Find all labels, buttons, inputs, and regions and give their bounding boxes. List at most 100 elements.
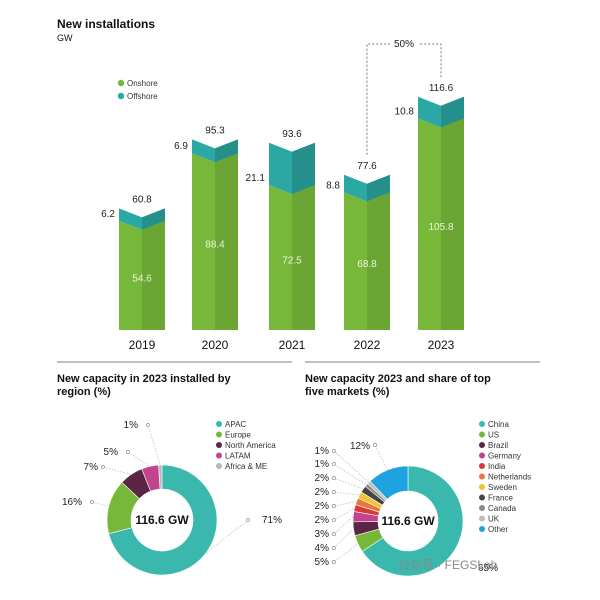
legend-label-canada: Canada [488,504,517,513]
bar-chart-title: New installations [57,17,155,31]
legend-swatch-uk [479,515,485,522]
legend-label-north-america: North America [225,441,276,450]
legend-label-apac: APAC [225,420,246,429]
bar-2023: 116.6 10.8 105.8 2023 [395,83,464,352]
donut-title-region-line-1: region (%) [57,386,111,398]
slice-label-us: 5% [315,557,330,568]
legend-label-brazil: Brazil [488,441,508,450]
onshore-label-2019: 54.6 [132,273,152,284]
donut-title-region-line-0: New capacity in 2023 installed by [57,373,232,385]
leader-line [333,516,354,535]
onshore-label-2022: 68.8 [357,259,377,270]
legend-label-latam: LATAM [225,452,251,461]
legend-label-onshore: Onshore [127,79,158,88]
donut-title-markets-line-1: five markets (%) [305,386,390,398]
legend-label-france: France [488,494,513,503]
year-label-2022: 2022 [354,338,381,352]
leader-dot [332,490,336,494]
legend-label-other: Other [488,525,508,534]
legend-label-germany: Germany [488,452,521,461]
growth-label-bg [390,37,418,49]
slice-label-latam: 5% [104,447,119,458]
leader-dot [101,465,105,469]
leader-dot [126,450,130,454]
leader-dot [332,532,336,536]
bar-onshore-shade-2019 [142,220,165,330]
bar-onshore-shade-2021 [292,185,315,330]
leader-dot [332,518,336,522]
legend-swatch-latam [216,452,222,459]
donut-center-label-markets: 116.6 GW [381,514,435,528]
legend-swatch-offshore [117,92,125,100]
leader-dot [146,423,150,427]
offshore-label-2022: 8.8 [326,180,340,191]
slice-label-other: 12% [350,441,370,452]
slice-label-china: 65% [478,563,498,574]
slice-label-sweden: 2% [315,487,330,498]
year-label-2021: 2021 [279,338,306,352]
bar-2022: 77.6 8.8 68.8 2022 [326,161,390,352]
legend-label-netherlands: Netherlands [488,473,531,482]
onshore-label-2020: 88.4 [205,240,225,251]
donut-title-markets-line-0: New capacity 2023 and share of top [305,373,491,385]
legend-swatch-china [479,421,485,427]
bar-offshore-shade-2021 [292,142,315,194]
total-label-2020: 95.3 [205,125,225,136]
year-label-2020: 2020 [202,338,229,352]
year-label-2023: 2023 [428,338,455,352]
leader-line [102,466,132,475]
growth-annotation: 50% [394,39,414,50]
leader-line [374,444,388,471]
bar-2021: 93.6 21.1 72.5 2021 [246,129,315,352]
legend-label-uk: UK [488,515,500,524]
legend-swatch-europe [216,431,222,438]
legend-swatch-other [479,526,485,532]
legend-swatch-india [479,463,485,469]
leader-line [333,450,370,483]
legend-swatch-onshore [117,79,125,87]
slice-africa-me [158,464,163,490]
leader-dot [332,546,336,550]
offshore-label-2021: 21.1 [246,173,266,184]
legend-swatch-us [479,431,485,438]
leader-dot [332,476,336,480]
offshore-label-2019: 6.2 [101,209,115,220]
onshore-label-2023: 105.8 [428,222,453,233]
onshore-label-2021: 72.5 [282,256,302,267]
leader-line [333,463,367,486]
slice-label-africa-me: 1% [124,420,139,431]
leader-line [333,477,364,490]
leader-dot [246,518,250,522]
slice-label-germany: 3% [315,529,330,540]
leader-line [333,507,355,521]
watermark: 公众号 · FEGSLab [398,558,498,572]
legend-swatch-brazil [479,442,485,448]
total-label-2023: 116.6 [429,83,454,94]
offshore-label-2020: 6.9 [174,141,188,152]
legend-label-china: China [488,420,509,429]
legend-label-offshore: Offshore [127,92,158,101]
bar-chart-unit: GW [57,33,73,43]
bar-offshore-shade-2019 [142,208,165,230]
leader-line [147,424,161,466]
legend-swatch-north-america [216,442,222,448]
legend-swatch-africa-me [216,463,222,469]
legend-swatch-netherlands [479,473,485,480]
leader-line [91,501,109,507]
bar-onshore-shade-2023 [441,118,464,331]
legend-swatch-germany [479,452,485,459]
donut-center-label-region: 116.6 GW [135,513,189,527]
slice-label-france: 2% [315,473,330,484]
bar-offshore-shade-2022 [367,174,390,202]
legend-label-us: US [488,431,499,440]
offshore-label-2023: 10.8 [395,106,415,117]
slice-label-india: 2% [315,515,330,526]
leader-dot [332,560,336,564]
bar-offshore-shade-2023 [441,96,464,128]
slice-china [361,465,464,577]
total-label-2019: 60.8 [132,194,152,205]
leader-line [127,451,151,467]
legend-label-sweden: Sweden [488,483,517,492]
